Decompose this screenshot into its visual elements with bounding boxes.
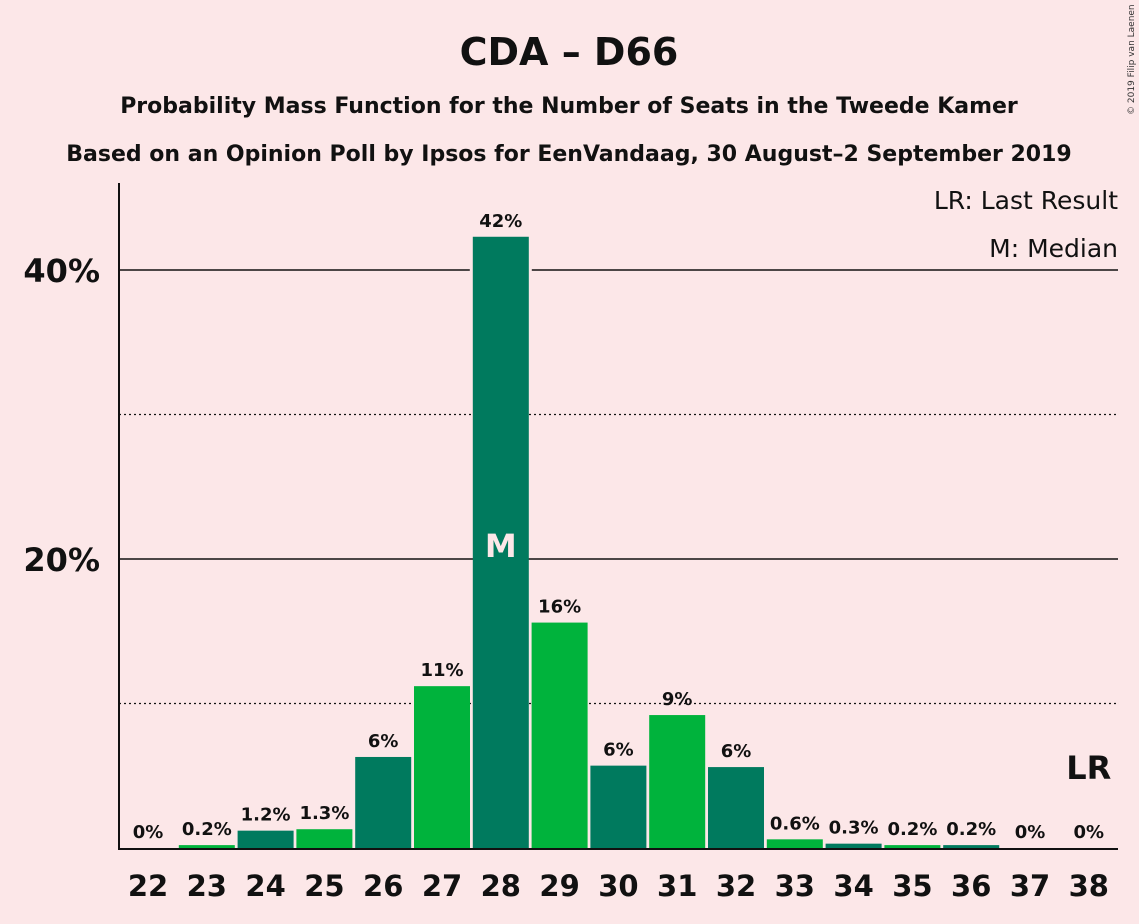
chart-subtitle: Probability Mass Function for the Number… [120, 94, 1018, 119]
data-label-38: 0% [1074, 822, 1105, 843]
data-label-23: 0.2% [182, 819, 232, 840]
x-tick-37: 37 [1010, 869, 1050, 903]
data-label-26: 6% [368, 731, 399, 752]
y-tick-label: 20% [23, 541, 100, 579]
x-tick-25: 25 [304, 869, 344, 903]
bar-29 [531, 622, 588, 848]
data-label-29: 16% [538, 597, 581, 618]
x-tick-28: 28 [481, 869, 521, 903]
bar-30 [590, 765, 647, 848]
chart-source: Based on an Opinion Poll by Ipsos for Ee… [66, 142, 1071, 167]
data-label-31: 9% [662, 689, 693, 710]
data-label-30: 6% [603, 740, 634, 761]
bar-28 [472, 236, 529, 848]
y-axis-ticks: 20% 40% [23, 252, 100, 579]
bar-35 [884, 845, 941, 848]
x-tick-24: 24 [245, 869, 285, 903]
data-label-25: 1.3% [299, 803, 349, 824]
bar-25 [296, 829, 353, 848]
data-labels: 0% 0.2% 1.2% 1.3% 6% 11% 42% M 16% 6% 9% 6% 0.6% 0.3%… [133, 211, 1112, 843]
data-label-28: 42% [479, 211, 522, 232]
bar-33 [766, 839, 823, 848]
data-label-35: 0.2% [887, 819, 937, 840]
chart-title: CDA – D66 [460, 30, 679, 74]
bar-26 [355, 756, 412, 848]
x-tick-38: 38 [1069, 869, 1109, 903]
legend-median: M: Median [989, 234, 1118, 263]
copyright: © 2019 Filip van Laenen [1127, 4, 1137, 115]
x-tick-31: 31 [657, 869, 697, 903]
data-label-27: 11% [420, 660, 463, 681]
data-label-33: 0.6% [770, 813, 820, 834]
bar-32 [708, 767, 764, 848]
x-tick-33: 33 [775, 869, 815, 903]
x-tick-36: 36 [951, 869, 991, 903]
data-label-34: 0.3% [829, 818, 879, 839]
x-tick-34: 34 [833, 869, 873, 903]
bars [178, 236, 1000, 848]
data-label-37: 0% [1015, 822, 1046, 843]
median-marker: M [485, 527, 517, 565]
last-result-marker: LR [1066, 749, 1111, 787]
x-tick-26: 26 [363, 869, 403, 903]
x-tick-32: 32 [716, 869, 756, 903]
gridlines [119, 264, 1118, 705]
bar-24 [237, 830, 294, 848]
bar-34 [825, 843, 882, 848]
y-tick-label: 40% [23, 252, 100, 290]
bar-23 [178, 845, 235, 848]
data-label-24: 1.2% [241, 805, 291, 826]
bar-27 [414, 686, 470, 848]
data-label-32: 6% [721, 741, 752, 762]
x-tick-35: 35 [892, 869, 932, 903]
data-label-22: 0% [133, 822, 164, 843]
x-tick-29: 29 [539, 869, 579, 903]
x-tick-27: 27 [422, 869, 462, 903]
bar-36 [943, 845, 1000, 848]
bar-31 [649, 715, 706, 848]
data-label-36: 0.2% [946, 819, 996, 840]
x-tick-23: 23 [187, 869, 227, 903]
legend-last-result: LR: Last Result [934, 186, 1118, 215]
x-tick-22: 22 [128, 869, 168, 903]
x-axis-ticks: 22 23 24 25 26 27 28 29 30 31 32 33 34 35 36 37 38 [128, 869, 1109, 903]
x-tick-30: 30 [598, 869, 638, 903]
